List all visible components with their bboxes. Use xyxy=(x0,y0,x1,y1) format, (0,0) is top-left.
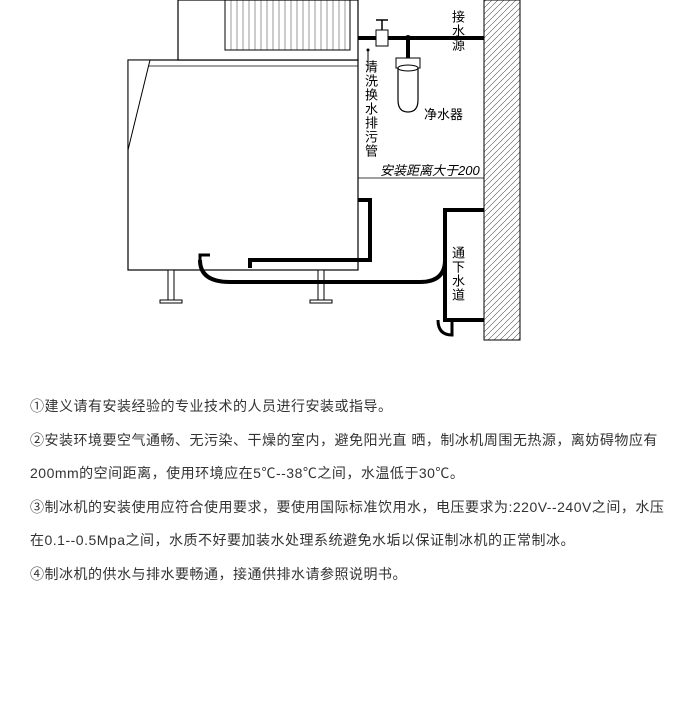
instruction-3: ③制冰机的安装使用应符合使用要求，要使用国际标准饮用水，电压要求为:220V--… xyxy=(30,491,670,558)
label-water-source: 接水源 xyxy=(448,10,467,52)
instructions-block: ①建义请有安装经验的专业技术的人员进行安装或指导。 ②安装环境要空气通畅、无污染… xyxy=(0,360,700,592)
label-sewer: 通下水道 xyxy=(448,246,467,302)
diagram-svg xyxy=(0,0,700,360)
label-drain-pipe: 清洗换水排污管 xyxy=(361,60,380,158)
instruction-1: ①建义请有安装经验的专业技术的人员进行安装或指导。 xyxy=(30,390,670,424)
instruction-4: ④制冰机的供水与排水要畅通，接通供排水请参照说明书。 xyxy=(30,558,670,592)
label-purifier: 净水器 xyxy=(424,104,463,123)
label-distance: 安装距离大于200 xyxy=(380,160,480,179)
installation-diagram: 接水源 清洗换水排污管 净水器 安装距离大于200 通下水道 xyxy=(0,0,700,360)
instruction-2: ②安装环境要空气通畅、无污染、干燥的室内，避免阳光直 晒，制冰机周围无热源，离妨… xyxy=(30,424,670,491)
